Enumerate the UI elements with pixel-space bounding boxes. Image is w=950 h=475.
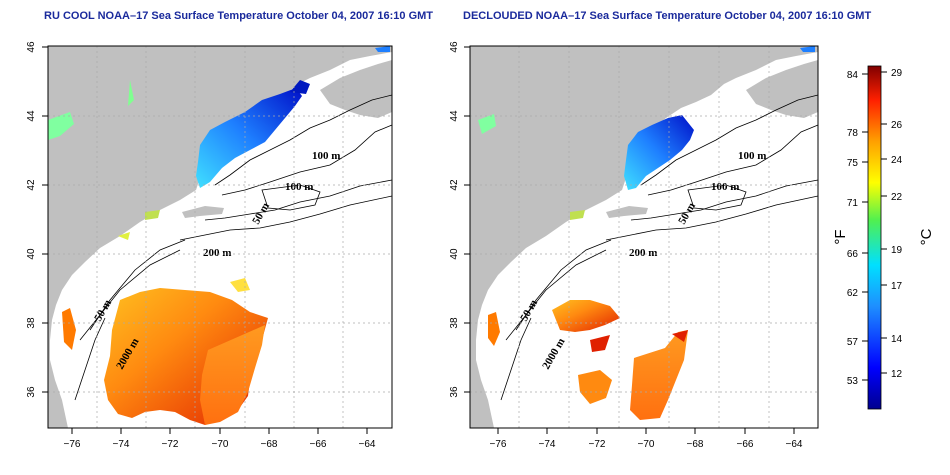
x-tick-label: −76: [64, 439, 81, 450]
y-tick-label: 38: [26, 317, 37, 329]
fahrenheit-tick-label: 71: [847, 198, 859, 209]
right-x-tick-labels: −76 −74 −72 −70 −68 −66 −64: [490, 439, 803, 450]
left-y-tick-labels: 46 44 42 40 38 36: [26, 41, 37, 398]
right-x-ticks: [497, 428, 795, 434]
left-sst-cold: [48, 46, 390, 240]
fahrenheit-tick-label: 53: [847, 376, 859, 387]
right-sst-warm: [488, 300, 688, 420]
fahrenheit-tick-label: 75: [847, 158, 859, 169]
right-y-ticks: [464, 46, 470, 393]
left-gridlines: [48, 46, 392, 428]
right-gridlines: [470, 46, 818, 428]
contour-label-200: 200 m: [203, 247, 231, 259]
left-map: 100 m 100 m 50 m 200 m 50 m 2000 m −76 −…: [26, 41, 393, 450]
fahrenheit-tick-label: 78: [847, 128, 859, 139]
y-tick-label: 36: [26, 386, 37, 398]
contour-label-100-lower: 100 m: [711, 181, 739, 193]
x-tick-label: −76: [490, 439, 507, 450]
fahrenheit-tick-label: 84: [847, 70, 859, 81]
x-tick-label: −72: [589, 439, 606, 450]
x-tick-label: −70: [638, 439, 655, 450]
x-tick-label: −70: [212, 439, 229, 450]
y-tick-label: 42: [26, 179, 37, 191]
celsius-tick-label: 24: [891, 155, 903, 166]
y-tick-label: 40: [449, 248, 460, 260]
right-map-frame: [469, 45, 819, 429]
right-bathymetry-contours: [500, 94, 819, 401]
celsius-tick-label: 19: [891, 245, 903, 256]
right-land: [470, 46, 818, 428]
celsius-tick-label: 17: [891, 281, 903, 292]
celsius-unit-label: °C: [918, 228, 935, 245]
x-tick-label: −64: [786, 439, 803, 450]
colorbar-celsius-labels: 29 26 24 22 19 17 14 12: [891, 68, 903, 380]
colorbar-fahrenheit-labels: 84 78 75 71 66 62 57 53: [847, 70, 859, 387]
celsius-tick-label: 26: [891, 120, 903, 131]
left-map-title: RU COOL NOAA–17 Sea Surface Temperature …: [44, 10, 434, 22]
x-tick-label: −74: [113, 439, 130, 450]
left-x-ticks: [71, 428, 368, 434]
x-tick-label: −66: [310, 439, 327, 450]
celsius-tick-label: 29: [891, 68, 903, 79]
y-tick-label: 42: [449, 179, 460, 191]
y-tick-label: 40: [26, 248, 37, 260]
y-tick-label: 46: [449, 41, 460, 53]
contour-label-200: 200 m: [629, 247, 657, 259]
celsius-tick-label: 14: [891, 334, 903, 345]
y-tick-label: 46: [26, 41, 37, 53]
celsius-tick-label: 12: [891, 369, 903, 380]
right-y-tick-labels: 46 44 42 40 38 36: [449, 41, 460, 398]
fahrenheit-tick-label: 57: [847, 337, 859, 348]
y-tick-label: 44: [26, 110, 37, 122]
fahrenheit-unit-label: °F: [832, 229, 849, 244]
left-y-ticks: [42, 46, 48, 393]
contour-label-100-upper: 100 m: [738, 150, 766, 162]
left-x-tick-labels: −76 −74 −72 −70 −68 −66 −64: [64, 439, 376, 450]
x-tick-label: −74: [539, 439, 556, 450]
x-tick-label: −72: [162, 439, 179, 450]
colorbar-gradient: [867, 65, 882, 410]
celsius-tick-label: 22: [891, 192, 903, 203]
temperature-colorbar: 84 78 75 71 66 62 57 53 29 26 24 22 19 1…: [832, 65, 935, 410]
x-tick-label: −68: [687, 439, 704, 450]
x-tick-label: −68: [261, 439, 278, 450]
contour-label-100-upper: 100 m: [312, 150, 340, 162]
colorbar-fahrenheit-ticks: [862, 73, 868, 381]
y-tick-label: 44: [449, 110, 460, 122]
left-sst-warm: [62, 278, 268, 425]
y-tick-label: 38: [449, 317, 460, 329]
y-tick-label: 36: [449, 386, 460, 398]
right-map-title: DECLOUDED NOAA–17 Sea Surface Temperatur…: [463, 10, 872, 22]
colorbar-celsius-ticks: [881, 71, 887, 374]
fahrenheit-tick-label: 66: [847, 249, 859, 260]
x-tick-label: −64: [359, 439, 376, 450]
left-land: [48, 46, 392, 428]
contour-label-100-lower: 100 m: [285, 181, 313, 193]
right-map: 100 m 100 m 50 m 200 m 50 m 2000 m −76 −…: [449, 41, 819, 450]
x-tick-label: −66: [737, 439, 754, 450]
fahrenheit-tick-label: 62: [847, 288, 859, 299]
right-sst-cold: [478, 46, 815, 220]
